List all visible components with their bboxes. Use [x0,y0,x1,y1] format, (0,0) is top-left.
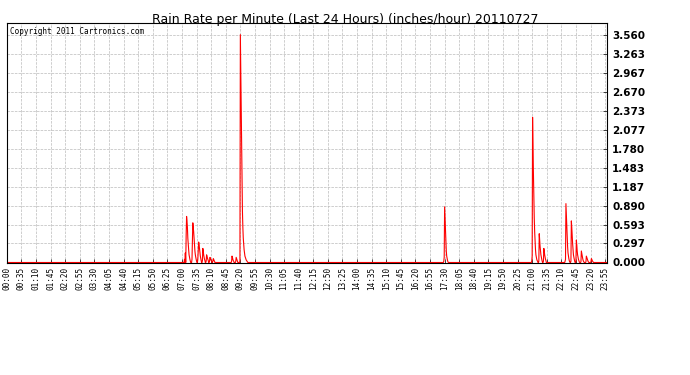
Text: Rain Rate per Minute (Last 24 Hours) (inches/hour) 20110727: Rain Rate per Minute (Last 24 Hours) (in… [152,13,538,26]
Text: Copyright 2011 Cartronics.com: Copyright 2011 Cartronics.com [10,27,144,36]
